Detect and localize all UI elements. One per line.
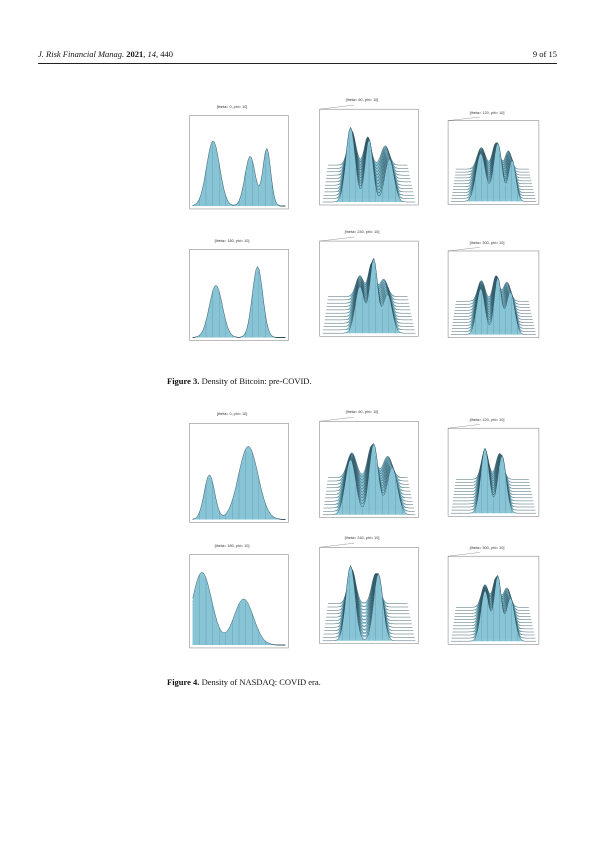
- panel-title: [theta= 60, phi= 10]: [345, 410, 379, 414]
- panel-title: [theta= 0, phi= 10]: [216, 412, 248, 416]
- surface-plot: [319, 543, 419, 644]
- fig3-panel-4: [theta= 180, phi= 10]: [168, 238, 296, 363]
- panel-title: [theta= 240, phi= 10]: [344, 230, 380, 234]
- panel-title: [theta= 300, phi= 10]: [469, 546, 505, 550]
- page-number: 9 of 15: [532, 49, 557, 59]
- surface-plot: [319, 236, 419, 337]
- surface-plot: [447, 424, 540, 517]
- fig3-panel-6: [theta= 300, phi= 10]: [428, 240, 546, 362]
- fig3-panel-3: [theta= 120, phi= 10]: [428, 110, 546, 228]
- fig4-panel-6: [theta= 300, phi= 10]: [428, 545, 546, 669]
- fig4-panel-4: [theta= 180, phi= 10]: [168, 543, 296, 671]
- surface-plot: [189, 423, 289, 523]
- figure-caption: Figure 4. Density of NASDAQ: COVID era.: [167, 677, 321, 687]
- panel-title: [theta= 60, phi= 10]: [345, 98, 379, 102]
- fig4-panel-2: [theta= 60, phi= 10]: [298, 409, 426, 545]
- surface-plot: [447, 247, 540, 338]
- fig4-panel-5: [theta= 240, phi= 10]: [298, 535, 426, 671]
- fig3-panel-5: [theta= 240, phi= 10]: [298, 229, 426, 363]
- surface-plot: [319, 104, 419, 206]
- panel-title: [theta= 0, phi= 10]: [216, 105, 248, 109]
- panel-title: [theta= 240, phi= 10]: [344, 536, 380, 540]
- fig3-panel-1: [theta= 0, phi= 10]: [168, 104, 296, 232]
- surface-plot: [189, 115, 289, 210]
- header-rule: [38, 63, 557, 64]
- surface-plot: [447, 552, 540, 645]
- surface-plot: [189, 554, 289, 649]
- panel-title: [theta= 180, phi= 10]: [214, 239, 250, 243]
- surface-plot: [189, 249, 289, 341]
- fig4-panel-3: [theta= 120, phi= 10]: [428, 417, 546, 541]
- panel-title: [theta= 180, phi= 10]: [214, 544, 250, 548]
- panel-title: [theta= 120, phi= 10]: [469, 418, 505, 422]
- surface-plot: [319, 417, 419, 518]
- figure-caption: Figure 3. Density of Bitcoin: pre-COVID.: [167, 376, 312, 386]
- fig4-panel-1: [theta= 0, phi= 10]: [168, 411, 296, 547]
- fig3-panel-2: [theta= 60, phi= 10]: [298, 97, 426, 232]
- running-header: J. Risk Financial Manag. 2021, 14, 440: [38, 49, 174, 59]
- panel-title: [theta= 300, phi= 10]: [469, 241, 505, 245]
- panel-title: [theta= 120, phi= 10]: [469, 111, 505, 115]
- surface-plot: [447, 116, 540, 205]
